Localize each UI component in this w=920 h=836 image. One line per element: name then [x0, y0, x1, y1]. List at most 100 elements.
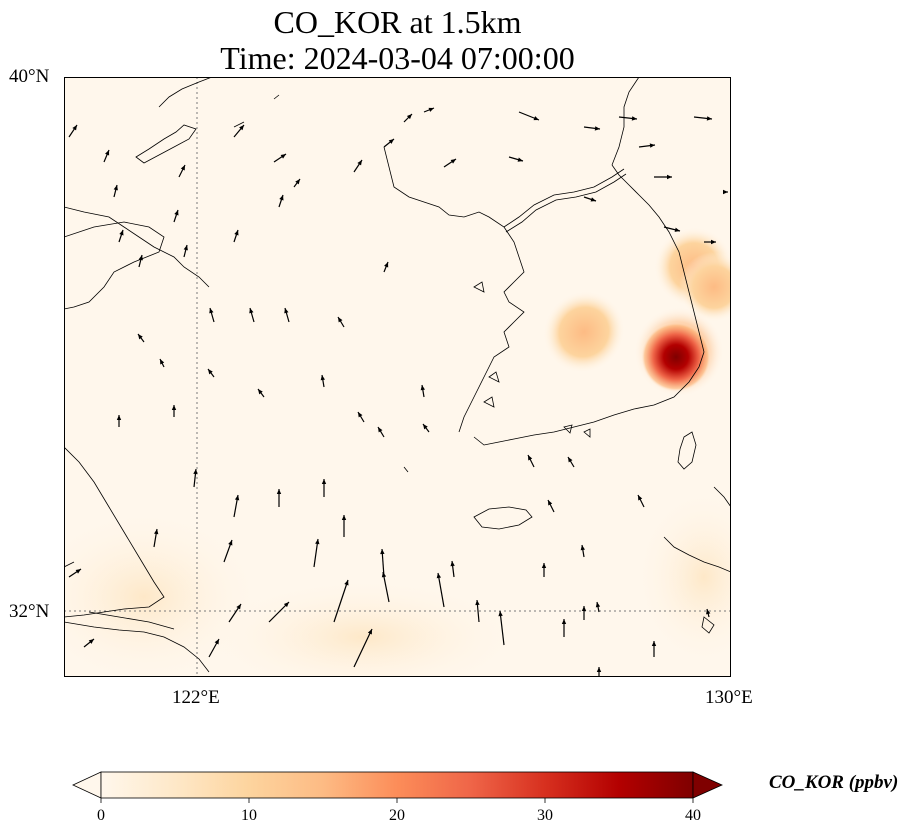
- coastline-island: [583, 428, 591, 438]
- wind-arrow-head: [517, 157, 523, 162]
- wind-arrow-head: [651, 641, 657, 646]
- wind-arrow-head: [475, 600, 480, 606]
- coastline-bohai: [158, 77, 213, 108]
- colorbar-tick-30: 30: [537, 807, 553, 824]
- wind-arrow-head: [561, 619, 567, 624]
- wind-arrow-head: [380, 549, 385, 555]
- colorbar-tick-40: 40: [685, 807, 701, 824]
- coastline-jiangsu: [64, 446, 165, 618]
- wind-arrow-head: [338, 317, 343, 323]
- wind-arrow-head: [436, 573, 442, 579]
- wind-arrow-head: [228, 540, 233, 546]
- wind-arrow-head: [595, 602, 601, 608]
- wind-arrow-shaft: [437, 572, 445, 608]
- wind-arrow-head: [388, 139, 394, 144]
- wind-arrow-head: [321, 479, 327, 484]
- wind-arrow-head: [528, 455, 533, 461]
- colorbar-bar: [100, 771, 694, 799]
- wind-arrow-head: [357, 160, 362, 166]
- wind-arrow-head: [234, 495, 240, 501]
- coastline-tsushima: [677, 431, 697, 470]
- coastline-shandong: [64, 221, 165, 310]
- wind-arrow-head: [367, 629, 372, 635]
- wind-arrow-head: [450, 561, 455, 567]
- wind-arrow-head: [280, 154, 286, 159]
- wind-arrow-shaft: [499, 610, 505, 646]
- coastline-island: [233, 121, 245, 128]
- wind-arrow-head: [154, 529, 159, 535]
- colorbar-tick-20: 20: [389, 807, 405, 824]
- wind-arrow-head: [249, 308, 254, 314]
- coastline-korea-south: [473, 351, 705, 446]
- wind-arrow-head: [667, 174, 672, 180]
- wind-arrow-head: [236, 604, 241, 610]
- wind-arrow-head: [384, 262, 389, 268]
- wind-arrow-head: [568, 457, 573, 463]
- wind-arrow-head: [160, 359, 165, 365]
- colorbar-extend-high: [692, 771, 723, 799]
- coastline-korea-east: [611, 164, 705, 353]
- wind-arrow-head: [344, 580, 349, 586]
- wind-arrow-head: [596, 667, 602, 672]
- coastline-island: [701, 616, 715, 634]
- wind-arrow-head: [381, 572, 387, 578]
- wind-arrow-head: [239, 125, 244, 131]
- wind-arrow-head: [711, 239, 716, 245]
- wind-arrow-head: [423, 424, 428, 430]
- coastline-island: [403, 466, 409, 473]
- wind-arrow-head: [594, 126, 600, 131]
- co-hotspot-ulsan: [626, 307, 726, 407]
- wind-arrow-head: [284, 308, 289, 314]
- wind-arrow-head: [706, 116, 712, 121]
- wind-arrow-head: [119, 230, 124, 236]
- border-dmz: [503, 168, 625, 228]
- coastline-yangtze-island: [88, 611, 175, 630]
- lon-tick-130e: 130°E: [705, 687, 753, 708]
- co-faint-patch: [634, 487, 731, 667]
- map-plot-area: [64, 77, 731, 677]
- wind-arrow-shaft: [333, 579, 349, 623]
- wind-arrow-head: [180, 165, 185, 171]
- wind-arrow-head: [649, 143, 655, 148]
- wind-arrow-head: [674, 227, 680, 232]
- map-title: CO_KOR at 1.5km: [273, 4, 522, 40]
- wind-arrow-head: [341, 515, 347, 520]
- lon-tick-122e: 122°E: [172, 687, 220, 708]
- wind-arrow-head: [295, 179, 300, 185]
- coastline-island: [64, 561, 75, 568]
- wind-vectors: [68, 107, 728, 677]
- wind-arrow-head: [88, 639, 94, 644]
- map-canvas: [64, 77, 731, 677]
- wind-arrow-head: [209, 308, 214, 314]
- lat-tick-40n: 40°N: [9, 66, 50, 87]
- wind-arrow-head: [183, 245, 188, 251]
- wind-arrow-head: [276, 489, 282, 494]
- colorbar-label: CO_KOR (ppbv): [769, 772, 899, 793]
- wind-arrow-head: [279, 195, 284, 201]
- coastline-yangtze: [64, 621, 210, 673]
- lat-tick-32n: 32°N: [9, 601, 50, 622]
- coastline-north-korea-east: [611, 77, 640, 166]
- coastline-kyushu-west: [663, 536, 731, 573]
- wind-arrow-head: [548, 500, 553, 506]
- wind-arrow-head: [706, 609, 711, 615]
- wind-arrow-head: [138, 255, 143, 261]
- wind-arrow-head: [723, 189, 728, 195]
- wind-arrow-head: [498, 611, 503, 617]
- coastline-island: [563, 424, 573, 434]
- wind-arrow-head: [315, 539, 320, 545]
- wind-arrow-head: [105, 150, 110, 156]
- coastline-korea-west: [383, 146, 525, 433]
- wind-arrow-head: [590, 197, 596, 202]
- wind-arrow-head: [174, 210, 179, 216]
- wind-arrow-shaft: [353, 628, 373, 668]
- wind-arrow-head: [533, 116, 539, 121]
- wind-arrow-head: [138, 334, 143, 340]
- wind-arrow-head: [193, 469, 198, 475]
- wind-arrow-head: [428, 107, 434, 112]
- wind-arrow-head: [234, 230, 239, 236]
- coastline-jeju: [473, 506, 533, 530]
- wind-arrow-head: [171, 405, 177, 410]
- wind-arrow-head: [258, 389, 263, 395]
- wind-arrow-head: [116, 415, 122, 420]
